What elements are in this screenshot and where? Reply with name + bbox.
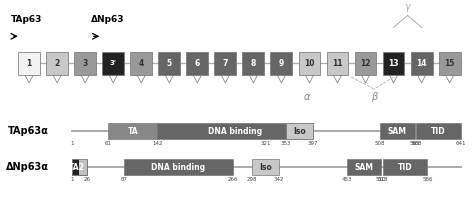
- Text: 9: 9: [279, 59, 284, 68]
- Text: SAM: SAM: [355, 163, 374, 172]
- Bar: [18, 52, 40, 75]
- Text: 266: 266: [228, 177, 238, 182]
- Bar: [158, 52, 180, 75]
- Text: TA: TA: [128, 127, 138, 136]
- Text: 321: 321: [261, 141, 272, 146]
- Text: 8: 8: [251, 59, 256, 68]
- Text: TAp63: TAp63: [11, 15, 42, 24]
- Bar: [383, 159, 428, 175]
- Bar: [252, 159, 279, 175]
- Text: 641: 641: [456, 141, 466, 146]
- Text: 1: 1: [27, 59, 32, 68]
- Bar: [46, 52, 68, 75]
- Text: 353: 353: [281, 141, 291, 146]
- Text: 568: 568: [411, 141, 422, 146]
- Text: 7: 7: [223, 59, 228, 68]
- Bar: [186, 52, 208, 75]
- Bar: [380, 124, 415, 139]
- Bar: [383, 52, 404, 75]
- Text: 3: 3: [82, 59, 88, 68]
- Text: 5: 5: [167, 59, 172, 68]
- Text: γ: γ: [405, 2, 410, 12]
- Bar: [286, 124, 312, 139]
- Text: ΔNp63α: ΔNp63α: [6, 162, 49, 172]
- Text: 142: 142: [152, 141, 163, 146]
- Text: 2: 2: [55, 59, 60, 68]
- Bar: [157, 124, 312, 139]
- Bar: [410, 52, 433, 75]
- Text: 26: 26: [83, 177, 91, 182]
- Bar: [271, 52, 292, 75]
- Text: DNA binding: DNA binding: [151, 163, 206, 172]
- Text: 15: 15: [445, 59, 455, 68]
- Bar: [72, 159, 87, 175]
- Bar: [130, 52, 152, 75]
- Text: β: β: [371, 92, 377, 102]
- Text: 14: 14: [416, 59, 427, 68]
- Bar: [108, 124, 157, 139]
- Text: 61: 61: [105, 141, 112, 146]
- Text: 298: 298: [247, 177, 257, 182]
- Text: 11: 11: [332, 59, 343, 68]
- Text: 586: 586: [422, 177, 433, 182]
- Bar: [327, 52, 348, 75]
- Text: Iso: Iso: [259, 163, 272, 172]
- Text: 12: 12: [360, 59, 371, 68]
- Text: 565: 565: [410, 141, 420, 146]
- Text: 453: 453: [341, 177, 352, 182]
- Text: TID: TID: [398, 163, 412, 172]
- Text: 13: 13: [388, 59, 399, 68]
- Bar: [355, 52, 376, 75]
- Bar: [439, 52, 461, 75]
- Bar: [79, 159, 87, 175]
- Text: 397: 397: [307, 141, 318, 146]
- Text: 1: 1: [70, 177, 73, 182]
- Text: 1: 1: [70, 141, 73, 146]
- Text: 3': 3': [110, 60, 117, 66]
- Text: TID: TID: [431, 127, 446, 136]
- Text: 342: 342: [274, 177, 284, 182]
- Bar: [124, 159, 233, 175]
- Bar: [214, 52, 236, 75]
- Text: 6: 6: [195, 59, 200, 68]
- Text: ΔNp63: ΔNp63: [91, 15, 124, 24]
- Text: Iso: Iso: [293, 127, 306, 136]
- Bar: [243, 52, 264, 75]
- Text: 87: 87: [120, 177, 128, 182]
- Bar: [74, 52, 96, 75]
- Text: α: α: [303, 92, 310, 102]
- Bar: [346, 159, 381, 175]
- Text: 10: 10: [304, 59, 315, 68]
- Text: TAp63α: TAp63α: [8, 126, 49, 136]
- Text: SAM: SAM: [388, 127, 407, 136]
- Text: DNA binding: DNA binding: [208, 127, 262, 136]
- Bar: [102, 52, 124, 75]
- Text: 510: 510: [376, 177, 386, 182]
- Text: 508: 508: [375, 141, 385, 146]
- Text: 513: 513: [378, 177, 388, 182]
- Bar: [417, 124, 461, 139]
- Text: 4: 4: [138, 59, 144, 68]
- Text: TA2: TA2: [68, 163, 84, 172]
- Bar: [72, 159, 87, 175]
- Bar: [299, 52, 320, 75]
